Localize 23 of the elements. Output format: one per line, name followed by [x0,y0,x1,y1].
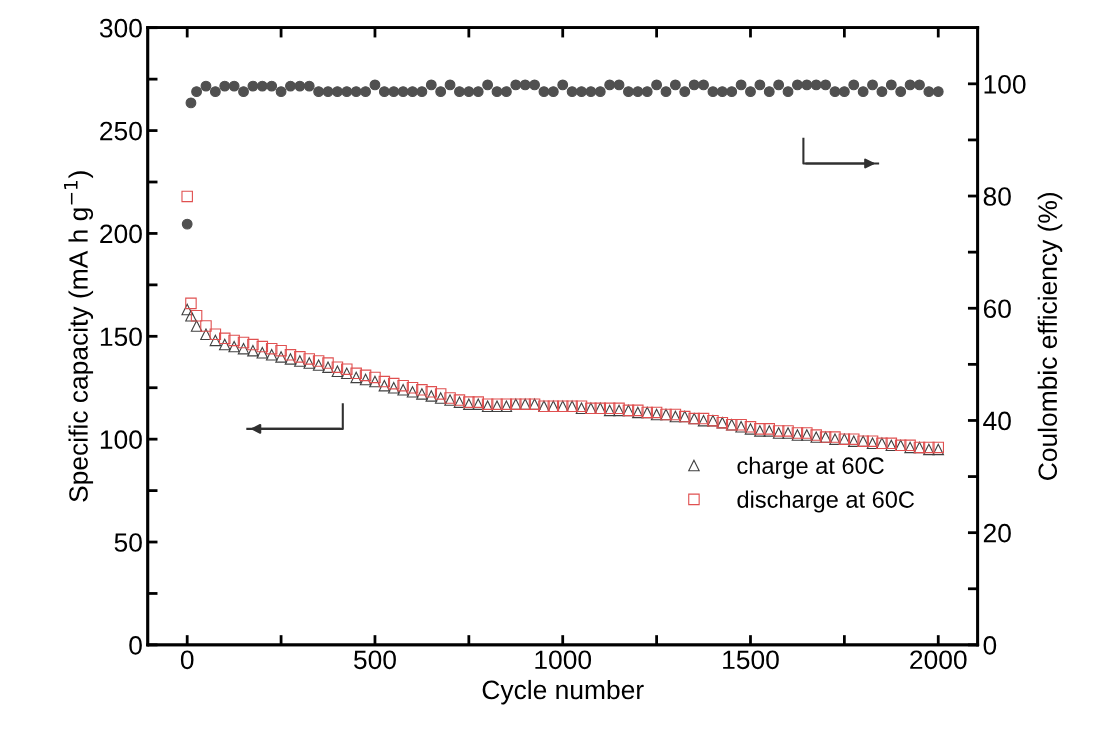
y2-tick-label: 100 [984,74,1026,94]
y-tick-label: 250 [100,121,142,141]
y-tick-label: 200 [100,224,142,244]
x-tick-label: 1000 [535,650,592,670]
x-axis-title: Cycle number [482,679,644,705]
legend-label: discharge at 60C [737,490,915,513]
y-tick-label: 150 [100,327,142,347]
x-tick-label: 500 [354,650,396,670]
x-tick-label: 2000 [910,650,967,670]
y-tick-label: 300 [99,18,142,38]
y2-tick-label: 0 [983,636,997,655]
y2-tick-label: 60 [983,299,1011,319]
y-tick-label: 100 [100,430,142,449]
y2-tick-label: 40 [983,411,1011,431]
y-tick-label: 0 [129,636,142,655]
legend-label: charge at 60C [737,456,884,479]
y-axis-title: Specific capacity (mA h g$^{−1}$) [64,171,94,502]
y2-axis-title: Coulombic efficiency (%) [1037,192,1063,480]
y-tick-label: 50 [114,533,142,552]
x-tick-label: 0 [180,650,194,670]
y2-tick-label: 20 [983,523,1011,543]
y2-tick-label: 80 [983,187,1011,206]
x-tick-label: 1500 [723,650,779,670]
